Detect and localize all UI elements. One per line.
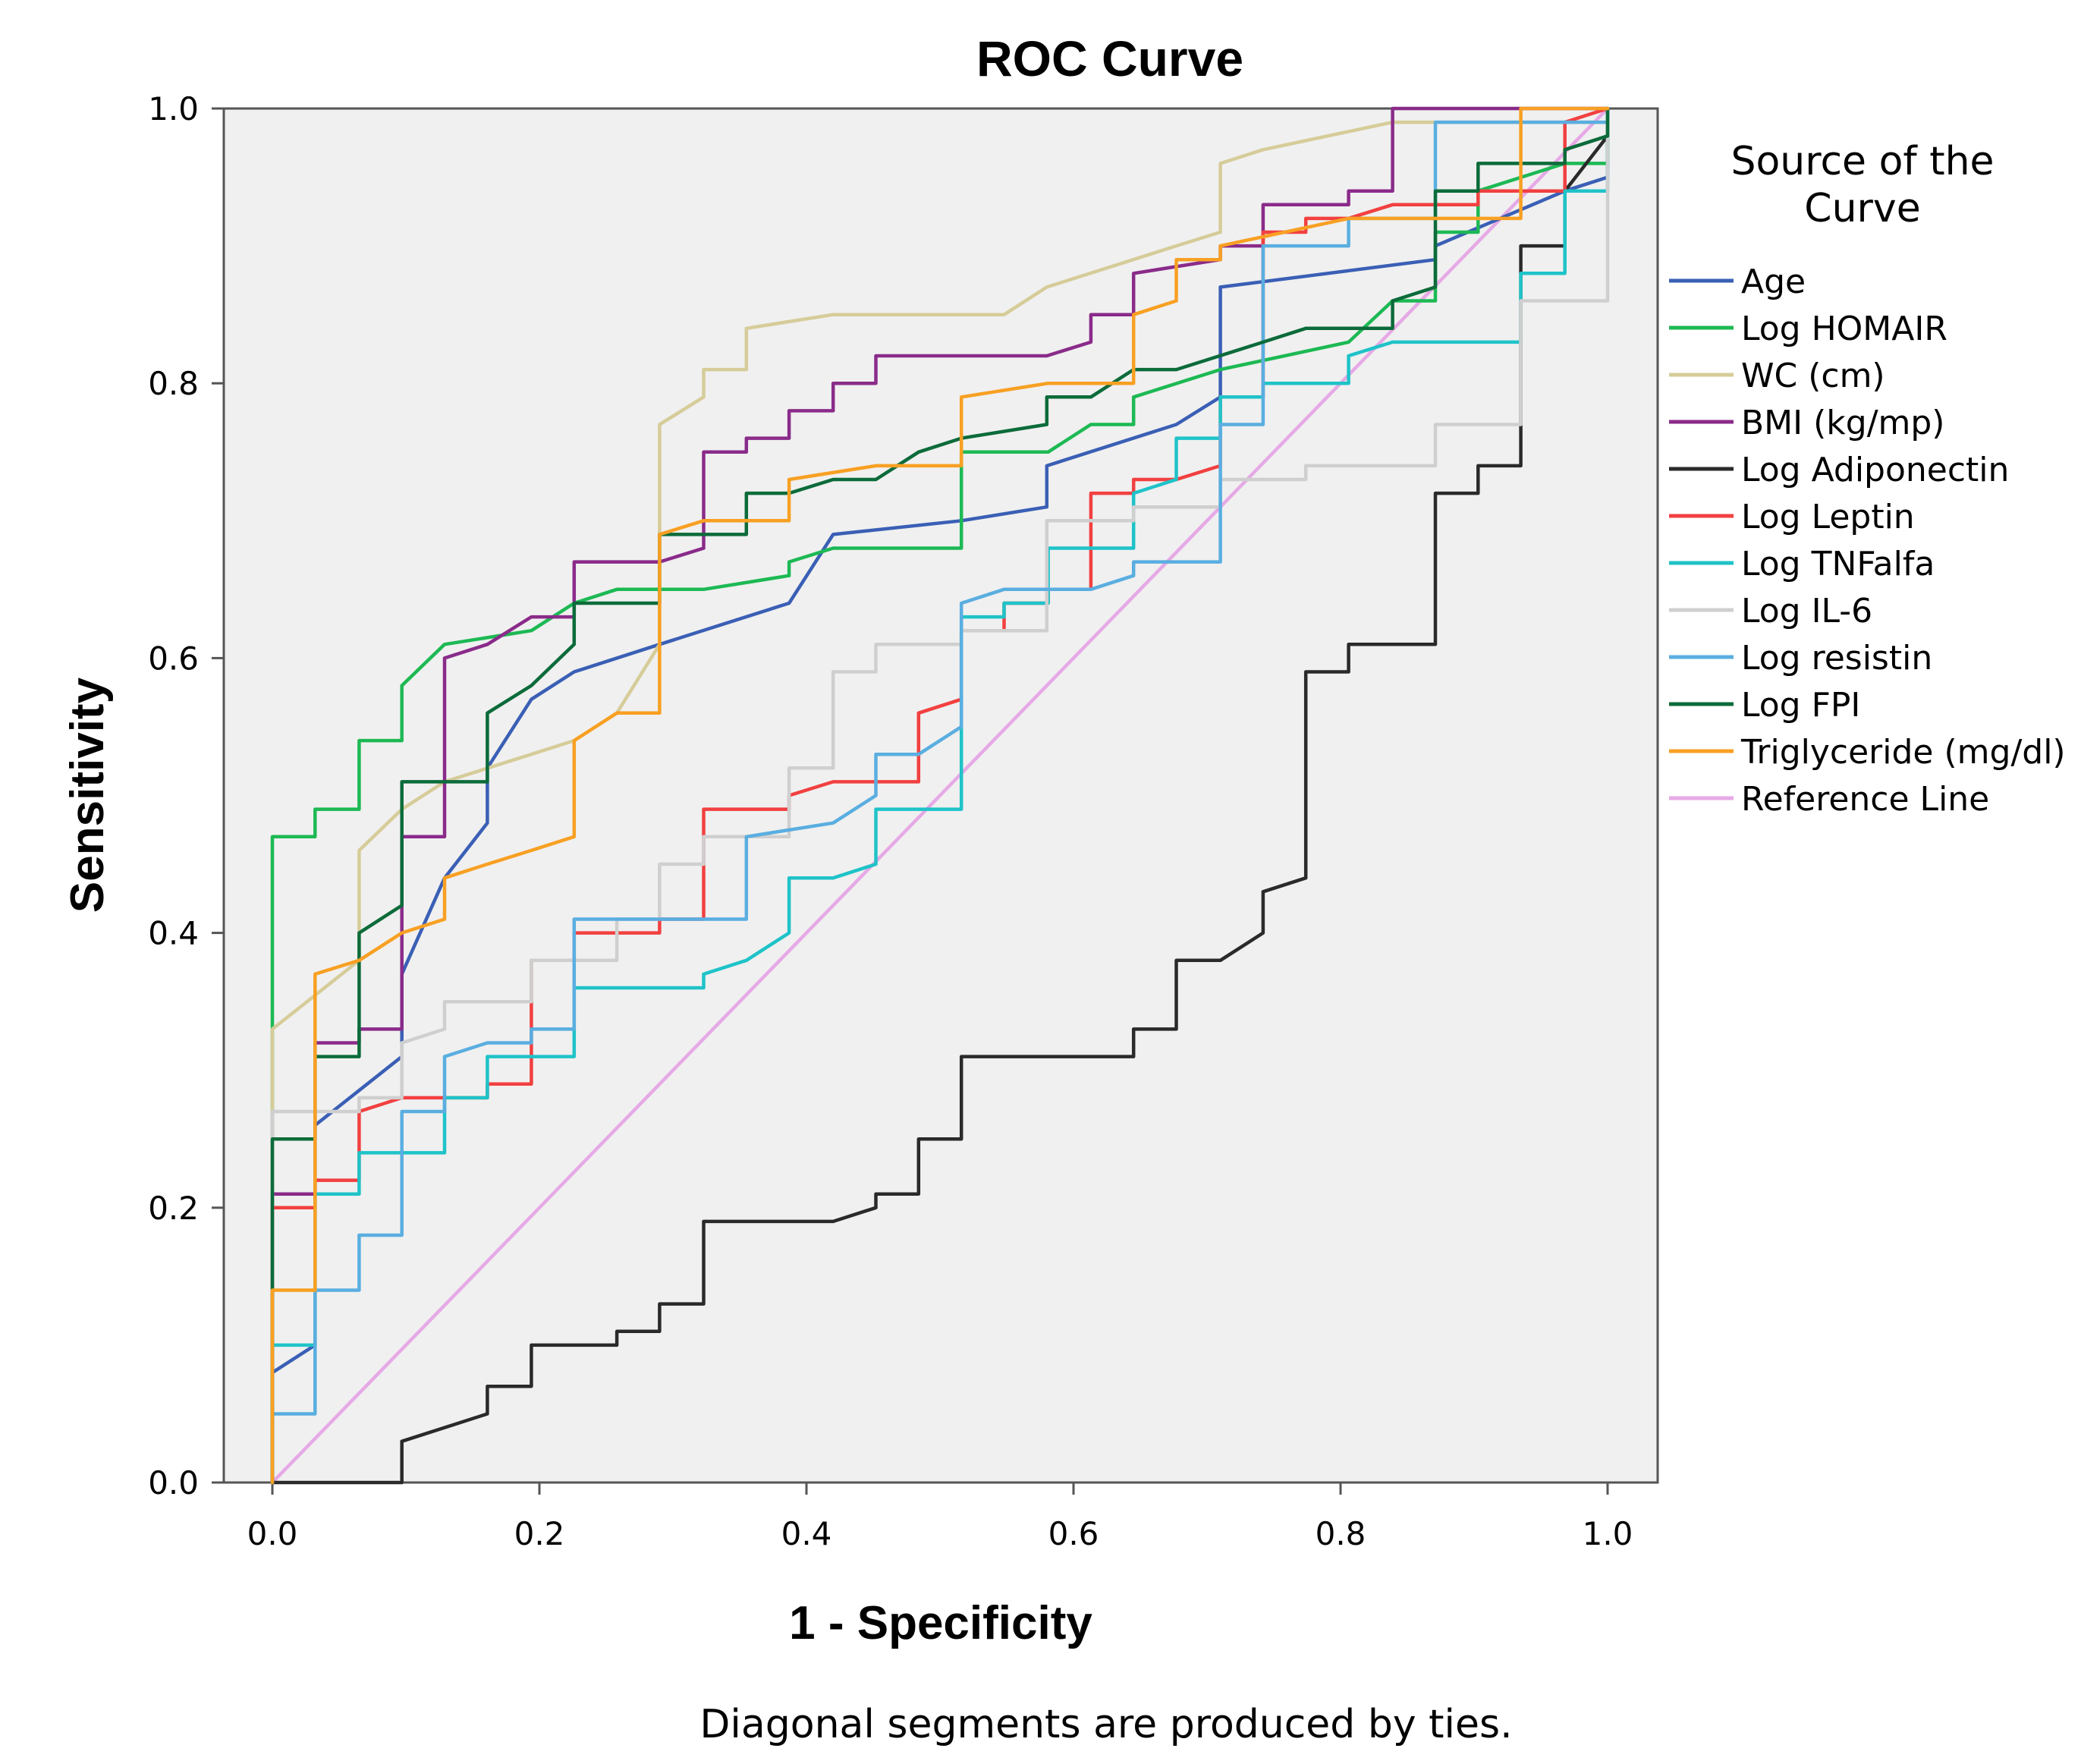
x-axis-title: 1 - Specificity: [789, 1597, 1092, 1649]
legend-title-line-1: Source of the: [1730, 139, 1994, 184]
legend-label: Log FPI: [1741, 686, 1860, 725]
legend-label: Log Leptin: [1741, 498, 1915, 536]
legend-label: Age: [1741, 263, 1806, 301]
series-line-log-adiponectin: [270, 106, 1610, 1485]
x-tick-label: 0.0: [247, 1515, 298, 1552]
legend-label: Log Adiponectin: [1741, 451, 2009, 489]
y-tick-label: 0.6: [148, 640, 199, 677]
x-tick-label: 0.6: [1048, 1515, 1099, 1552]
legend-label: Triglyceride (mg/dl): [1740, 733, 2066, 772]
legend-label: WC (cm): [1741, 357, 1885, 395]
y-axis-ticks: 0.0 0.2 0.4 0.6 0.8 1.0: [148, 90, 224, 1501]
footnote: Diagonal segments are produced by ties.: [699, 1702, 1512, 1747]
y-tick-label: 0.8: [148, 365, 199, 402]
y-tick-label: 0.0: [148, 1464, 199, 1501]
x-tick-label: 0.4: [781, 1515, 832, 1552]
legend-items: Age Log HOMAIR WC (cm) BMI (kg/mp) Log Adipo…: [1669, 263, 2066, 819]
chart-title: ROC Curve: [976, 30, 1243, 86]
legend-label: Log IL-6: [1741, 592, 1872, 630]
x-tick-label: 1.0: [1583, 1515, 1633, 1552]
legend-label: Log resistin: [1741, 639, 1932, 678]
series-line-triglyceride-mg-dl: [270, 106, 1610, 1485]
y-axis-title: Sensitivity: [61, 677, 114, 913]
y-tick-label: 0.2: [148, 1190, 199, 1227]
series-layer: [270, 106, 1610, 1485]
x-axis-ticks: 0.0 0.2 0.4 0.6 0.8 1.0: [247, 1483, 1633, 1552]
series-line-log-fpi: [270, 106, 1610, 1485]
y-tick-label: 1.0: [148, 90, 199, 127]
legend-label: Reference Line: [1741, 780, 1989, 819]
series-line-bmi-kg-mp: [270, 106, 1610, 1485]
legend-label: Log HOMAIR: [1741, 310, 1947, 348]
legend-title-line-2: Curve: [1804, 186, 1920, 231]
legend: Source of the Curve Age Log HOMAIR WC (cm)…: [1669, 139, 2066, 819]
series-line-log-resistin: [270, 106, 1610, 1485]
y-tick-label: 0.4: [148, 915, 199, 952]
series-line-log-il-6: [270, 106, 1610, 1485]
series-line-reference-line: [270, 106, 1610, 1485]
x-tick-label: 0.2: [514, 1515, 565, 1552]
legend-label: BMI (kg/mp): [1741, 404, 1944, 442]
x-tick-label: 0.8: [1316, 1515, 1366, 1552]
legend-label: Log TNFalfa: [1741, 545, 1935, 583]
